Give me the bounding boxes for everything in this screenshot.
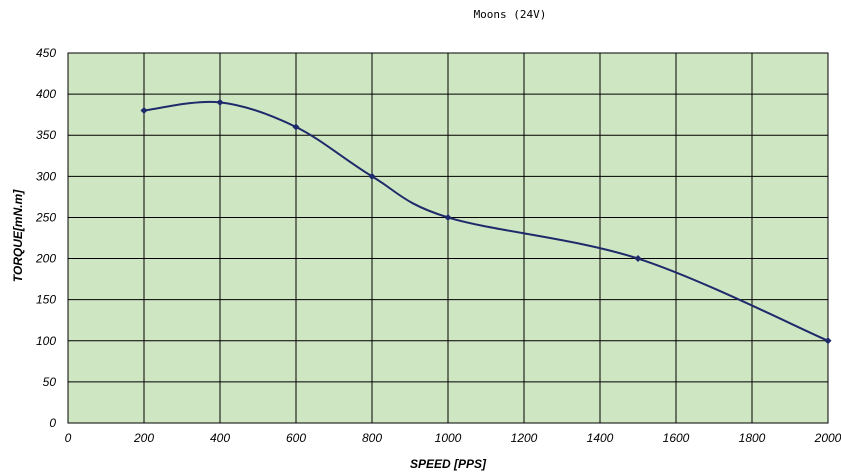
y-tick-label: 350 (36, 128, 56, 142)
x-tick-label: 200 (133, 431, 154, 445)
chart-title: Moons (24V) (474, 8, 547, 21)
y-tick-label: 150 (36, 293, 56, 307)
x-tick-label: 400 (210, 431, 230, 445)
data-point-marker (216, 98, 224, 106)
data-point-marker (824, 337, 832, 345)
x-tick-label: 1600 (663, 431, 690, 445)
y-axis-ticks: 0 50 100 150 200 250 300 350 400 450 (35, 46, 56, 430)
y-tick-label: 300 (36, 169, 56, 183)
x-tick-label: 1000 (435, 431, 462, 445)
data-point-marker (444, 213, 452, 221)
y-tick-label: 250 (35, 210, 56, 224)
y-tick-label: 200 (35, 252, 56, 266)
y-axis-title: TORQUE[mN.m] (11, 189, 25, 282)
x-tick-label: 2000 (814, 431, 841, 445)
x-tick-label: 1400 (587, 431, 614, 445)
y-tick-label: 50 (43, 375, 57, 389)
data-point-marker (140, 107, 148, 115)
x-tick-label: 1200 (511, 431, 538, 445)
y-tick-label: 0 (49, 416, 56, 430)
data-point-marker (368, 172, 376, 180)
data-point-marker (634, 255, 642, 263)
x-tick-label: 1800 (739, 431, 766, 445)
x-tick-label: 0 (65, 431, 72, 445)
data-point-marker (292, 123, 300, 131)
x-tick-label: 800 (362, 431, 382, 445)
x-tick-label: 600 (286, 431, 306, 445)
y-tick-label: 100 (36, 334, 56, 348)
y-tick-label: 450 (36, 46, 56, 60)
y-tick-label: 400 (36, 87, 56, 101)
grid-lines (67, 52, 829, 424)
series-line (143, 100, 829, 342)
series-markers (140, 98, 832, 345)
x-axis-ticks: 0 200 400 600 800 1000 1200 1400 1600 1800 2000 (65, 431, 841, 445)
x-axis-title: SPEED [PPS] (410, 457, 487, 471)
